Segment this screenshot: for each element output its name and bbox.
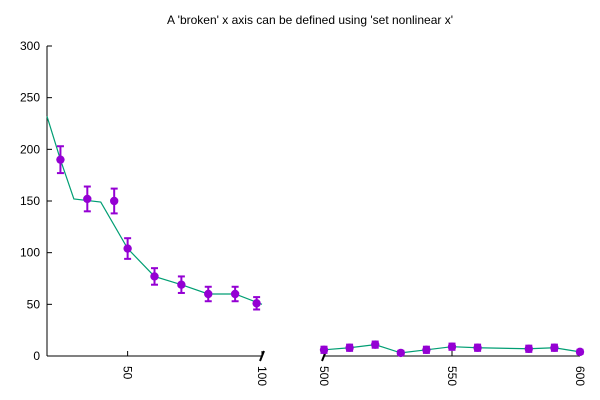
data-point (575, 347, 585, 357)
x-tick-label: 550 (445, 366, 459, 386)
data-point (447, 342, 457, 351)
series-line-1 (46, 116, 263, 305)
data-point (345, 343, 354, 352)
data-point (123, 244, 132, 253)
data-point (204, 289, 213, 299)
y-tick-label: 150 (20, 194, 40, 208)
data-point (473, 343, 482, 352)
data-point (396, 348, 405, 358)
y-tick-label: 300 (20, 39, 40, 53)
data-point (83, 194, 92, 204)
series-line-2 (323, 344, 581, 354)
y-tick-label: 0 (33, 349, 40, 363)
series-lines (46, 116, 581, 354)
data-point (422, 345, 431, 354)
data-point (252, 299, 261, 308)
data-point (109, 196, 119, 206)
y-tick-label: 200 (20, 142, 40, 156)
x-tick-label: 100 (255, 366, 269, 386)
data-point (371, 340, 380, 349)
data-point (550, 343, 559, 352)
y-tick-label: 50 (27, 297, 41, 311)
series-markers (56, 145, 585, 358)
x-tick-label: 500 (317, 366, 331, 386)
y-tick-label: 250 (20, 91, 40, 105)
data-point (150, 272, 159, 281)
data-point (524, 344, 533, 353)
x-tick-label: 600 (573, 366, 587, 386)
data-point (230, 289, 240, 299)
y-tick-label: 100 (20, 246, 40, 260)
data-point (56, 155, 65, 164)
axes: 0 50 100 150 200 250 300 50 100 500 550 600 (20, 39, 587, 386)
chart-title: A 'broken' x axis can be defined using '… (167, 13, 453, 27)
data-point (319, 345, 329, 354)
data-point (177, 280, 186, 289)
x-tick-label: 50 (121, 366, 135, 380)
